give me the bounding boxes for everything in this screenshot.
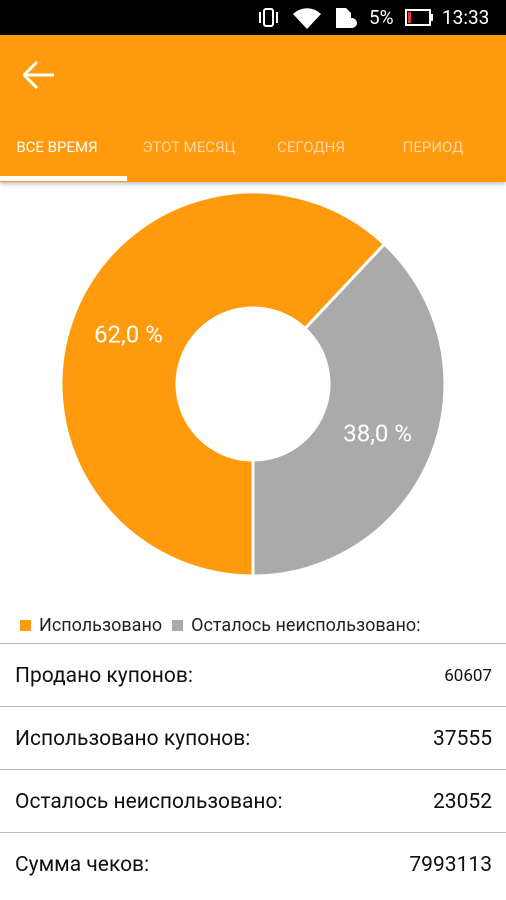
battery-percent: 5% <box>369 6 394 29</box>
stat-value: 7993113 <box>409 853 492 877</box>
stat-label: Продано купонов: <box>15 664 193 688</box>
stat-row: Сумма чеков: 7993113 <box>0 832 506 896</box>
stat-row: Продано купонов: 60607 <box>0 643 506 707</box>
pie-slice <box>59 190 387 578</box>
legend-label: Осталось неиспользовано: <box>191 615 421 636</box>
status-bar: 5% 13:33 <box>0 0 506 35</box>
stat-row: Осталось неиспользовано: 23052 <box>0 769 506 833</box>
legend-item: Осталось неиспользовано: <box>172 615 420 636</box>
pie-slice <box>251 241 447 578</box>
app-bar: ВСЕ ВРЕМЯ ЭТОТ МЕСЯЦ СЕГОДНЯ ПЕРИОД <box>0 35 506 182</box>
legend-swatch <box>172 620 184 631</box>
tab[interactable]: ВСЕ ВРЕМЯ <box>16 138 98 156</box>
legend-item: Использовано <box>20 615 162 636</box>
tab-indicator <box>0 176 127 181</box>
donut-chart: 62,0 % 38,0 % <box>59 190 447 578</box>
stat-label: Осталось неиспользовано: <box>15 790 283 814</box>
legend-swatch <box>20 620 31 631</box>
legend-label: Использовано <box>39 615 163 636</box>
stat-label: Сумма чеков: <box>15 853 150 877</box>
slice-label: 62,0 % <box>94 321 163 349</box>
tab[interactable]: СЕГОДНЯ <box>277 138 345 156</box>
stat-value: 60607 <box>444 666 492 686</box>
tab[interactable]: ПЕРИОД <box>402 138 464 156</box>
slice-label: 38,0 % <box>343 419 412 447</box>
clock: 13:33 <box>442 6 490 29</box>
stat-label: Использовано купонов: <box>15 727 251 751</box>
tab[interactable]: ЭТОТ МЕСЯЦ <box>142 138 236 156</box>
stat-value: 37555 <box>432 727 492 751</box>
stat-value: 23052 <box>432 790 492 814</box>
stat-row: Использовано купонов: 37555 <box>0 706 506 770</box>
legend: Использовано Осталось неиспользовано: <box>20 615 420 636</box>
status-icons <box>259 8 433 29</box>
back-button[interactable] <box>19 56 59 96</box>
